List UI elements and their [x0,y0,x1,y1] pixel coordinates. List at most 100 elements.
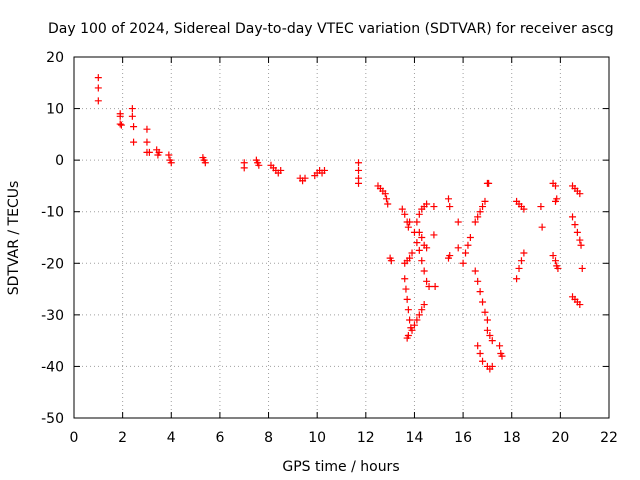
data-point [520,249,528,257]
data-point [486,331,494,339]
data-point [167,159,175,167]
data-point [576,301,584,309]
data-point [415,311,423,319]
plot-frame [73,56,610,419]
data-point [446,252,454,260]
data-point [130,138,138,146]
y-tick-label: -30 [41,308,64,324]
data-point [143,125,151,133]
data-point [549,252,557,260]
y-tick-label: 0 [55,153,64,169]
data-point [554,264,562,272]
data-point [483,326,491,334]
x-tick-label: 12 [357,430,375,446]
data-point [476,288,484,296]
data-point [430,231,438,239]
data-point [410,321,418,329]
data-point [423,200,431,208]
data-point [578,264,586,272]
data-point [418,257,426,265]
data-point [476,350,484,358]
data-point [552,257,559,265]
x-tick-label: 16 [454,430,472,446]
data-point [94,84,102,92]
data-point [552,182,559,190]
data-point [488,362,496,370]
data-point [94,74,102,82]
x-tick-label: 20 [551,430,569,446]
data-point [145,148,153,156]
data-point [496,342,504,350]
data-point [571,221,579,229]
x-tick-label: 22 [600,430,618,446]
y-tick-label: 10 [46,102,64,118]
data-point [418,306,426,314]
data-point [474,277,482,285]
data-point [406,316,414,324]
y-tick-label: -20 [41,256,64,272]
y-tick-label: -40 [41,359,64,375]
data-point [577,241,585,249]
data-point [387,257,395,265]
data-point [415,246,423,254]
x-tick-label: 6 [215,430,224,446]
data-point [382,195,390,203]
data-point [355,166,363,174]
data-point [116,120,124,128]
data-point [479,203,487,211]
x-tick-label: 0 [70,430,79,446]
data-point [117,121,125,129]
data-point [479,357,487,365]
data-point [513,275,521,283]
grid-lines [74,57,609,418]
data-point [431,282,439,290]
x-tick-label: 4 [167,430,176,446]
data-point [355,159,363,167]
x-axis-label: GPS time / hours [282,459,399,475]
data-point [488,337,496,345]
data-point [320,166,328,174]
data-point [459,259,467,267]
data-point [401,275,409,283]
x-tick-label: 8 [264,430,273,446]
y-tick-label: 20 [46,50,64,66]
data-point [430,203,438,211]
y-tick-label: -50 [41,411,64,427]
data-point [576,190,584,198]
data-point [474,342,482,350]
y-tick-label: -10 [41,205,64,221]
data-point [402,285,410,293]
data-point [423,244,431,252]
data-point [128,112,136,120]
data-point [476,208,484,216]
data-point [413,316,421,324]
data-point [130,123,138,131]
y-axis-label: SDTVAR / TECUs [6,181,22,296]
data-point [485,179,493,187]
data-point [404,223,412,231]
data-point [398,205,406,213]
data-point [403,295,411,303]
data-point [413,239,421,247]
data-point [454,244,462,252]
data-point [415,228,423,236]
data-point [406,254,414,262]
data-point [471,218,479,226]
x-tick-label: 14 [406,430,424,446]
data-point [201,159,209,167]
chart-title: Day 100 of 2024, Sidereal Day-to-day VTE… [48,21,614,37]
data-point [454,218,462,226]
data-point [408,249,416,257]
data-series-sdtvar [94,74,586,373]
data-point [474,213,482,221]
data-point [520,205,528,213]
data-point [116,112,124,120]
data-point [446,203,454,211]
data-point [384,200,392,208]
x-tick-label: 18 [503,430,521,446]
data-point [143,138,151,146]
data-point [537,203,545,211]
data-point [415,210,423,218]
data-point [155,148,163,156]
data-point [418,234,426,241]
